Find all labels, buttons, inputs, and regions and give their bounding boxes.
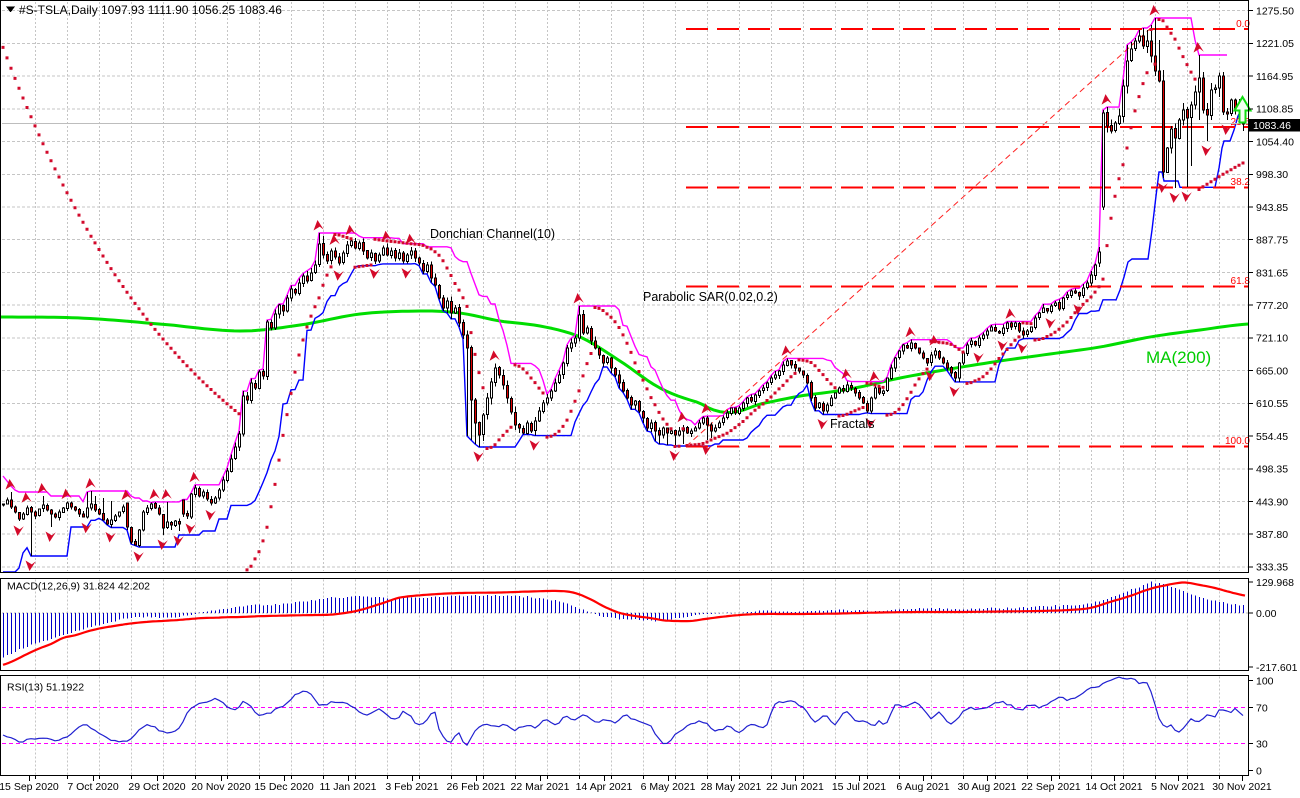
svg-text:22 Sep 2021: 22 Sep 2021 [1021, 781, 1081, 793]
svg-text:-217.601: -217.601 [1256, 662, 1298, 674]
svg-text:#S-TSLA,Daily 1097.93 1111.90: #S-TSLA,Daily 1097.93 1111.90 1056.25 10… [19, 3, 282, 17]
svg-text:6 Aug 2021: 6 Aug 2021 [896, 781, 949, 793]
svg-text:1221.05: 1221.05 [1256, 38, 1294, 50]
svg-text:30: 30 [1256, 738, 1268, 750]
svg-text:100.0: 100.0 [1225, 436, 1250, 447]
svg-text:498.35: 498.35 [1256, 464, 1288, 476]
svg-text:1083.46: 1083.46 [1253, 120, 1291, 132]
svg-text:887.75: 887.75 [1256, 235, 1288, 247]
svg-text:Parabolic SAR(0.02,0.2): Parabolic SAR(0.02,0.2) [643, 290, 778, 304]
svg-text:443.90: 443.90 [1256, 496, 1288, 508]
svg-text:14 Oct 2021: 14 Oct 2021 [1085, 781, 1142, 793]
svg-text:MACD(12,26,9) 31.824 42.202: MACD(12,26,9) 31.824 42.202 [7, 581, 150, 593]
svg-text:30 Aug 2021: 30 Aug 2021 [958, 781, 1017, 793]
svg-text:RSI(13) 51.1922: RSI(13) 51.1922 [7, 682, 84, 694]
svg-text:721.10: 721.10 [1256, 333, 1288, 345]
svg-text:333.35: 333.35 [1256, 562, 1288, 574]
svg-text:30 Nov 2021: 30 Nov 2021 [1212, 781, 1272, 793]
svg-text:610.55: 610.55 [1256, 398, 1288, 410]
svg-text:1164.95: 1164.95 [1256, 71, 1293, 83]
svg-text:0.00: 0.00 [1256, 608, 1277, 620]
svg-text:831.65: 831.65 [1256, 267, 1288, 279]
svg-text:22 Mar 2021: 22 Mar 2021 [511, 781, 570, 793]
svg-text:29 Oct 2020: 29 Oct 2020 [128, 781, 185, 793]
svg-text:3 Feb 2021: 3 Feb 2021 [385, 781, 438, 793]
svg-text:100: 100 [1256, 675, 1274, 687]
svg-text:387.80: 387.80 [1256, 529, 1288, 541]
svg-text:14 Apr 2021: 14 Apr 2021 [576, 781, 633, 793]
svg-text:554.45: 554.45 [1256, 431, 1288, 443]
svg-text:28 May 2021: 28 May 2021 [701, 781, 762, 793]
svg-text:7 Oct 2020: 7 Oct 2020 [67, 781, 119, 793]
svg-text:943.85: 943.85 [1256, 202, 1288, 214]
svg-text:1108.85: 1108.85 [1256, 104, 1293, 116]
svg-text:61.8: 61.8 [1231, 276, 1251, 287]
svg-text:129.968: 129.968 [1256, 577, 1294, 589]
svg-text:998.30: 998.30 [1256, 169, 1288, 181]
svg-text:0: 0 [1256, 765, 1262, 777]
svg-text:1054.40: 1054.40 [1256, 136, 1294, 148]
svg-text:6 May 2021: 6 May 2021 [641, 781, 696, 793]
svg-text:22 Jun 2021: 22 Jun 2021 [766, 781, 824, 793]
svg-text:Donchian Channel(10): Donchian Channel(10) [430, 227, 555, 241]
svg-text:0.0: 0.0 [1236, 19, 1250, 30]
svg-text:5 Nov 2021: 5 Nov 2021 [1151, 781, 1205, 793]
svg-text:1275.50: 1275.50 [1256, 6, 1294, 18]
svg-text:665.00: 665.00 [1256, 365, 1288, 377]
svg-text:26 Feb 2021: 26 Feb 2021 [447, 781, 506, 793]
svg-text:777.20: 777.20 [1256, 300, 1288, 312]
svg-text:15 Dec 2020: 15 Dec 2020 [254, 781, 314, 793]
svg-text:38.2: 38.2 [1231, 177, 1251, 188]
svg-text:15 Jul 2021: 15 Jul 2021 [832, 781, 886, 793]
svg-text:70: 70 [1256, 702, 1268, 714]
svg-text:20 Nov 2020: 20 Nov 2020 [191, 781, 251, 793]
svg-text:15 Sep 2020: 15 Sep 2020 [0, 781, 59, 793]
svg-text:Fractals: Fractals [830, 417, 874, 431]
svg-text:MA(200): MA(200) [1146, 348, 1211, 367]
svg-text:11 Jan 2021: 11 Jan 2021 [319, 781, 376, 793]
